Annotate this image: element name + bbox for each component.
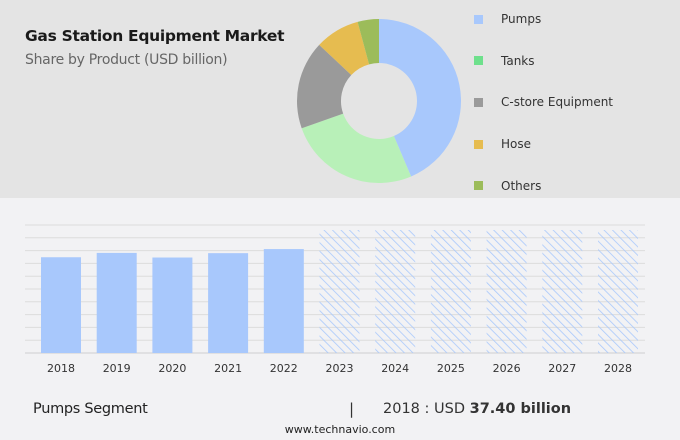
forecast-bar-2023 — [319, 230, 360, 353]
x-tick-label: 2023 — [326, 362, 354, 375]
x-tick-label: 2021 — [214, 362, 242, 375]
value-text: 37.40 billion — [469, 401, 572, 417]
segment-value: 2018 : USD 37.40 billion — [383, 401, 571, 417]
legend-label: Hose — [501, 137, 531, 152]
x-tick-label: 2019 — [103, 362, 131, 375]
donut-slice-c-store-equipment — [297, 44, 352, 129]
x-tick-label: 2018 — [47, 362, 75, 375]
x-tick-label: 2028 — [604, 362, 632, 375]
donut-slice-others — [357, 19, 379, 65]
bar-2019 — [96, 252, 137, 353]
legend-swatch — [474, 139, 483, 149]
year-label: 2018 : USD — [383, 401, 465, 417]
website-label: www.technavio.com — [284, 423, 396, 436]
forecast-bar-2025 — [430, 230, 471, 353]
bar-2020 — [152, 257, 193, 353]
forecast-bar-2028 — [598, 230, 638, 353]
legend-label: Tanks — [501, 53, 535, 68]
chart-title: Gas Station Equipment Market — [25, 27, 285, 45]
legend-item: Pumps — [474, 12, 541, 26]
legend-label: C-store Equipment — [501, 95, 614, 110]
donut-slice-tanks — [301, 113, 412, 183]
forecast-bar-2027 — [542, 230, 583, 353]
donut-slice-hose — [319, 21, 370, 75]
forecast-bar-2024 — [375, 230, 416, 353]
chart-subtitle: Share by Product (USD billion) — [25, 52, 228, 68]
x-tick-label: 2020 — [158, 362, 186, 375]
legend-swatch — [474, 14, 483, 24]
x-tick-label: 2024 — [381, 362, 409, 375]
x-tick-label: 2022 — [270, 362, 298, 375]
bar-chart — [41, 230, 638, 353]
forecast-bar-2026 — [486, 230, 527, 353]
donut-chart — [297, 19, 461, 183]
legend-item: Tanks — [474, 54, 535, 68]
donut-slice-pumps — [379, 19, 461, 177]
legend-item: Others — [474, 179, 541, 193]
legend-item: C-store Equipment — [474, 95, 613, 109]
bar-2022 — [263, 249, 304, 353]
x-axis-labels: 2018 2019 2020 2021 2022 2023 2024 2025 2026 2027… — [47, 362, 632, 375]
legend-label: Pumps — [501, 12, 542, 26]
legend-swatch — [474, 97, 483, 107]
bar-2018 — [41, 257, 81, 353]
legend-swatch — [474, 56, 483, 66]
x-tick-label: 2025 — [437, 362, 465, 375]
legend-item: Hose — [474, 137, 531, 151]
footer-separator: | — [349, 400, 355, 418]
bar-2021 — [208, 253, 249, 353]
segment-label: Pumps Segment — [33, 401, 148, 417]
x-tick-label: 2026 — [493, 362, 521, 375]
x-tick-label: 2027 — [548, 362, 576, 375]
legend-label: Others — [501, 178, 542, 193]
legend-swatch — [474, 181, 483, 191]
